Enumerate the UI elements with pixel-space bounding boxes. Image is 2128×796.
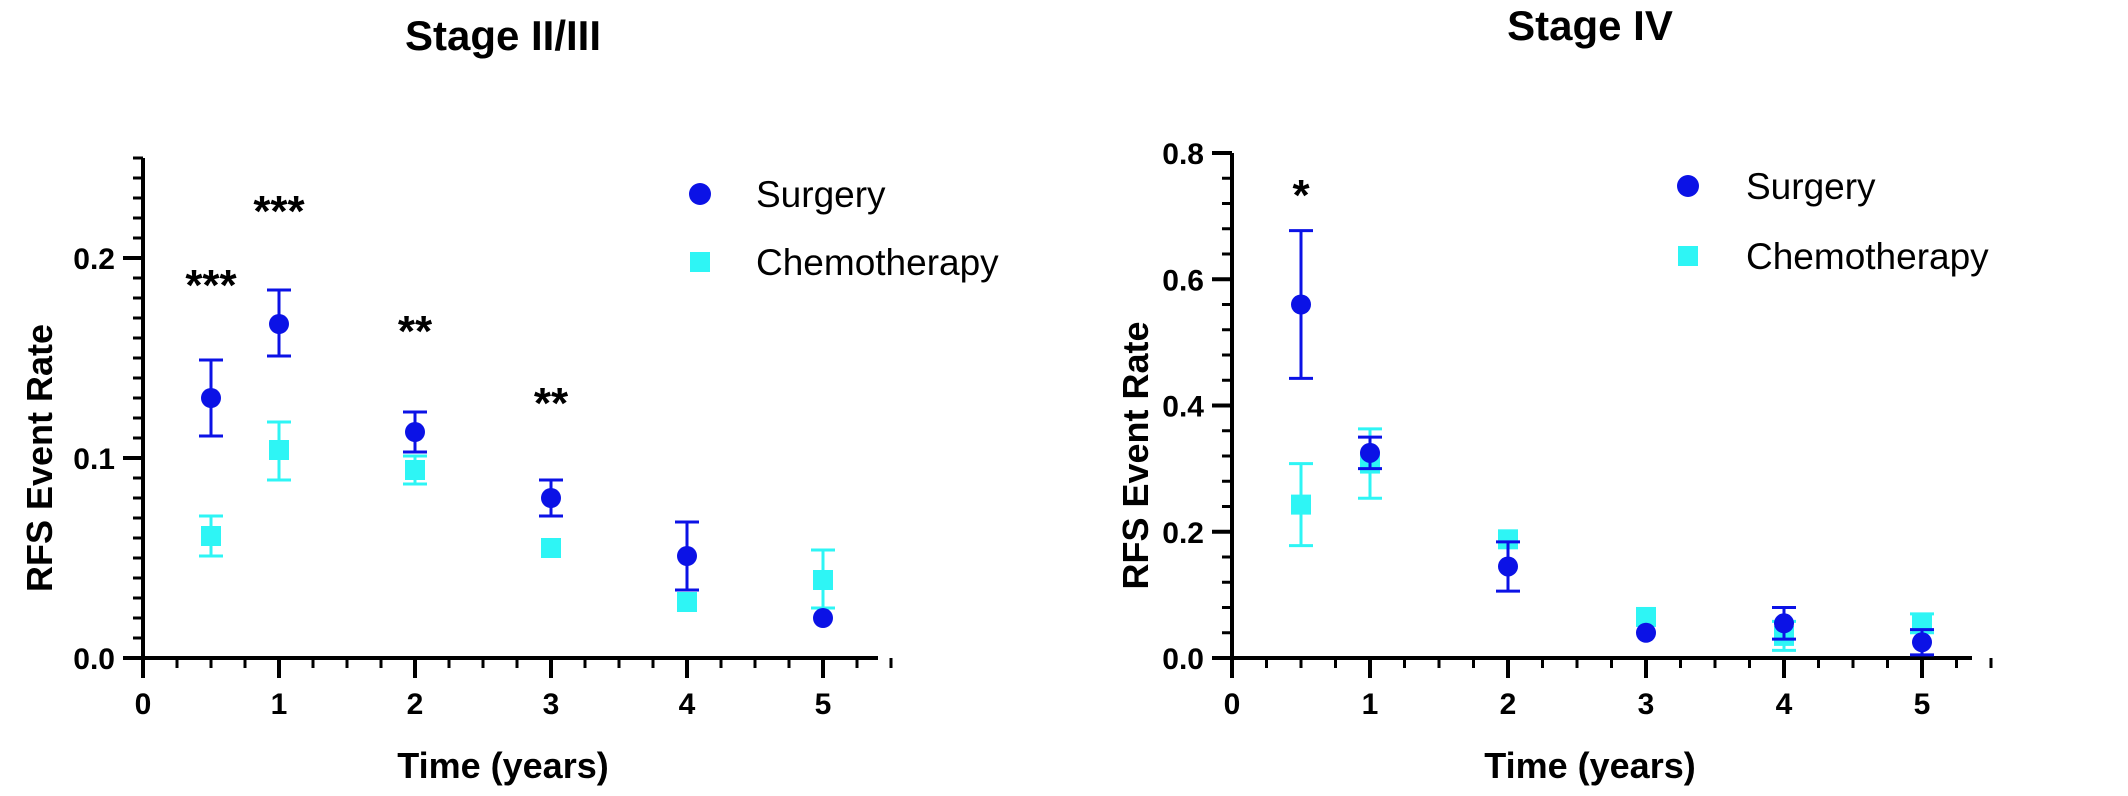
x-tick-label: 0 — [1224, 688, 1241, 721]
y-axis-label: RFS Event Rate — [1115, 321, 1156, 589]
chart-panel-1: Stage II/III 0.0 0.1 0.2 0 1 2 3 4 5 Time (years) R… — [19, 12, 999, 786]
significance-marker: * — [1292, 171, 1310, 220]
data-point-chemotherapy — [813, 570, 833, 590]
data-point-surgery — [269, 314, 289, 334]
legend: Surgery Chemotherapy — [1677, 166, 1989, 277]
y-tick-label: 0.6 — [1162, 264, 1204, 297]
y-tick-label: 0.1 — [73, 443, 115, 476]
x-tick-label: 0 — [135, 688, 152, 721]
data-point-chemotherapy — [677, 592, 697, 612]
data-point-surgery — [1498, 556, 1518, 577]
data-point-chemotherapy — [1498, 529, 1518, 550]
series-chemotherapy — [199, 420, 835, 612]
data-point-surgery — [813, 608, 833, 628]
x-tick-label: 2 — [1500, 688, 1517, 721]
data-point-chemotherapy — [1636, 606, 1656, 627]
legend: Surgery Chemotherapy — [689, 174, 999, 283]
significance-marker: *** — [253, 187, 305, 236]
legend-label-surgery: Surgery — [1746, 166, 1876, 207]
data-point-surgery — [1360, 442, 1380, 463]
legend-label-chemotherapy: Chemotherapy — [1746, 236, 1989, 277]
y-tick-label: 0.8 — [1162, 138, 1204, 171]
data-point-surgery — [1774, 613, 1794, 634]
x-tick-label: 5 — [1914, 688, 1931, 721]
data-point-surgery — [1291, 294, 1311, 315]
series-surgery — [1289, 229, 1934, 657]
x-tick-label: 1 — [1362, 688, 1379, 721]
data-point-surgery — [541, 488, 561, 508]
significance-marker: *** — [185, 261, 237, 310]
legend-marker-chemotherapy — [1678, 246, 1698, 266]
x-tick-label: 4 — [679, 688, 696, 721]
chart-panel-2: Stage IV 0.0 0.2 0.4 0.6 0.8 0 1 2 3 4 5 Time (years… — [1115, 2, 1993, 786]
legend-marker-surgery — [689, 183, 711, 205]
x-tick-label: 4 — [1776, 688, 1793, 721]
chart-title: Stage IV — [1507, 2, 1673, 49]
data-point-surgery — [677, 546, 697, 566]
data-point-chemotherapy — [201, 526, 221, 546]
x-tick-label: 3 — [543, 688, 560, 721]
data-point-chemotherapy — [1291, 494, 1311, 515]
legend-label-surgery: Surgery — [756, 174, 886, 215]
x-axis-label: Time (years) — [397, 745, 608, 786]
data-point-surgery — [1636, 622, 1656, 643]
y-tick-label: 0.4 — [1162, 391, 1204, 424]
x-tick-label: 5 — [815, 688, 832, 721]
legend-label-chemotherapy: Chemotherapy — [756, 242, 999, 283]
series-chemotherapy — [1289, 427, 1934, 652]
x-tick-label: 1 — [271, 688, 288, 721]
significance-marker: ** — [534, 379, 569, 428]
legend-marker-surgery — [1677, 175, 1699, 197]
series-surgery — [199, 288, 833, 628]
y-tick-label: 0.0 — [1162, 643, 1204, 676]
data-point-chemotherapy — [541, 538, 561, 558]
x-tick-label: 3 — [1638, 688, 1655, 721]
data-point-surgery — [1912, 632, 1932, 653]
x-tick-label: 2 — [407, 688, 424, 721]
y-axis-label: RFS Event Rate — [19, 324, 60, 592]
x-axis-label: Time (years) — [1484, 745, 1695, 786]
data-point-chemotherapy — [269, 440, 289, 460]
data-point-surgery — [201, 388, 221, 408]
significance-marker: ** — [398, 307, 433, 356]
data-point-chemotherapy — [405, 460, 425, 480]
y-tick-label: 0.2 — [73, 243, 115, 276]
chart-title: Stage II/III — [405, 12, 601, 59]
data-point-surgery — [405, 422, 425, 442]
y-tick-label: 0.0 — [73, 643, 115, 676]
legend-marker-chemotherapy — [690, 252, 710, 272]
y-tick-label: 0.2 — [1162, 517, 1204, 550]
